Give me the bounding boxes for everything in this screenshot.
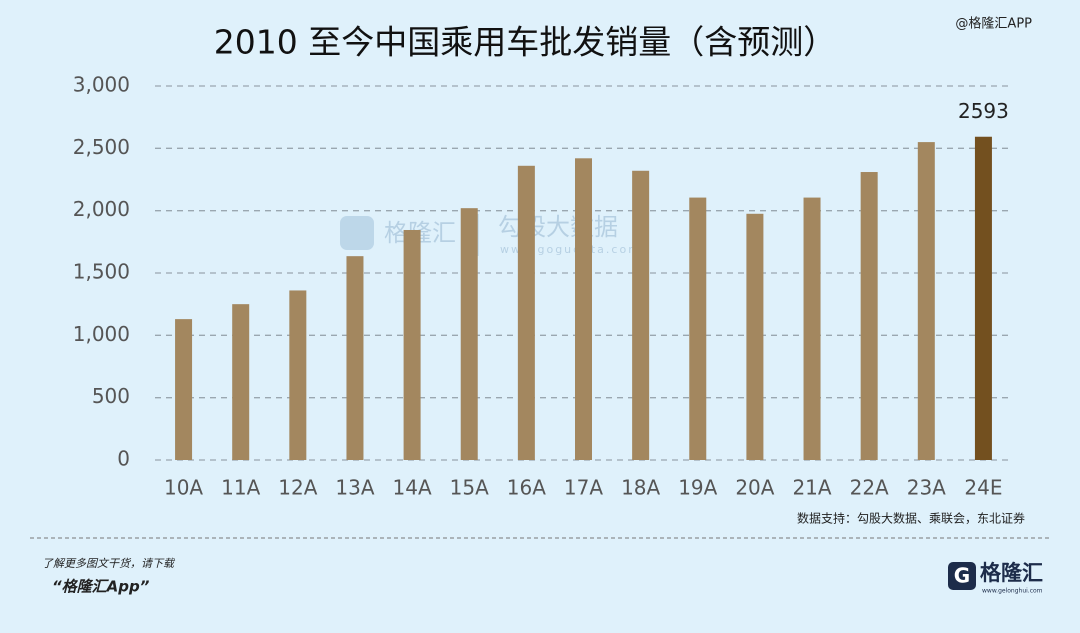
y-tick-label: 3,000 xyxy=(73,73,130,97)
bar xyxy=(289,290,307,460)
footer-line2: “格隆汇App” xyxy=(52,578,150,596)
bar xyxy=(346,256,364,460)
watermark-partner: 勾股大数据 xyxy=(498,213,618,241)
bar xyxy=(689,197,707,460)
x-tick-label: 11A xyxy=(221,476,260,500)
x-tick-label: 10A xyxy=(164,476,203,500)
y-tick-label: 2,500 xyxy=(73,135,130,159)
data-label: 2593 xyxy=(958,99,1009,123)
footer-line1: 了解更多图文干货，请下载 xyxy=(42,557,176,570)
watermark-icon xyxy=(340,216,374,250)
x-tick-label: 18A xyxy=(621,476,660,500)
watermark: @格隆汇APP xyxy=(955,16,1032,32)
x-tick-label: 13A xyxy=(335,476,374,500)
x-tick-label: 19A xyxy=(678,476,717,500)
bar xyxy=(632,170,650,461)
y-tick-label: 0 xyxy=(117,447,130,471)
x-tick-label: 24E xyxy=(964,476,1002,500)
x-tick-label: 16A xyxy=(507,476,546,500)
logo-url: www.gelonghui.com xyxy=(982,588,1043,595)
bar xyxy=(460,208,478,460)
bar xyxy=(746,213,764,460)
x-tick-label: 23A xyxy=(907,476,946,500)
x-tick-label: 14A xyxy=(393,476,432,500)
bar xyxy=(917,142,935,460)
bar xyxy=(803,197,821,460)
y-tick-label: 1,000 xyxy=(73,322,130,346)
bar xyxy=(860,172,878,460)
bar xyxy=(403,229,421,460)
x-tick-label: 17A xyxy=(564,476,603,500)
x-tick-label: 12A xyxy=(278,476,317,500)
y-tick-label: 500 xyxy=(92,384,130,408)
bar xyxy=(175,319,193,460)
x-tick-label: 15A xyxy=(450,476,489,500)
x-tick-label: 22A xyxy=(850,476,889,500)
x-tick-label: 21A xyxy=(792,476,831,500)
x-tick-label: 20A xyxy=(735,476,774,500)
logo-name: 格隆汇 xyxy=(980,561,1043,585)
chart-title: 2010 至今中国乘用车批发销量（含预测） xyxy=(214,23,836,62)
logo-glyph: G xyxy=(954,564,970,588)
bar xyxy=(517,165,535,460)
source: 数据支持：勾股大数据、乘联会，东北证券 xyxy=(797,511,1025,526)
bar xyxy=(575,158,592,460)
y-tick-label: 2,000 xyxy=(73,197,130,221)
bar xyxy=(232,304,250,460)
bar xyxy=(974,136,992,461)
y-tick-label: 1,500 xyxy=(73,260,130,284)
logo-icon xyxy=(948,562,976,590)
